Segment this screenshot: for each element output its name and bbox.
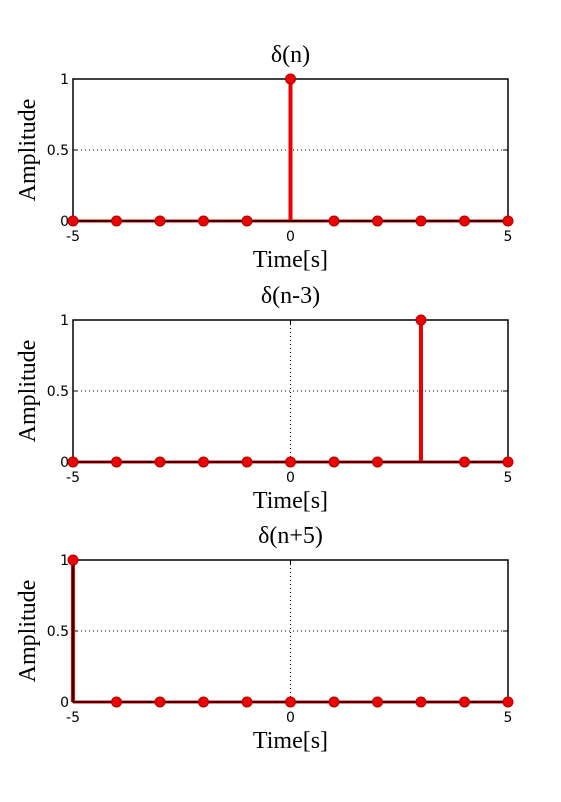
marker [198, 215, 209, 227]
marker [372, 215, 383, 227]
marker [502, 456, 514, 468]
marker [241, 456, 253, 468]
marker [415, 696, 427, 708]
y-tick-label: 1 [60, 72, 69, 88]
marker [328, 456, 340, 468]
x-tick-label: -5 [66, 470, 80, 486]
marker [459, 456, 470, 468]
y-tick-label: 0 [60, 455, 69, 471]
marker [111, 215, 122, 227]
x-axis-label: Time[s] [253, 728, 328, 754]
y-tick-label: 0 [60, 695, 69, 711]
marker [67, 215, 79, 227]
marker [415, 215, 427, 227]
marker [198, 696, 209, 708]
marker [67, 456, 79, 468]
y-axis-label: Amplitude [15, 580, 41, 683]
x-tick-label: -5 [66, 229, 80, 245]
y-tick-label: 0.5 [47, 624, 69, 640]
marker [502, 215, 514, 227]
marker [111, 696, 122, 708]
marker [328, 696, 340, 708]
marker [372, 696, 383, 708]
x-tick-label: 5 [504, 470, 513, 486]
title: δ(n) [271, 42, 310, 68]
marker [111, 456, 122, 468]
x-axis-label: Time[s] [253, 247, 328, 273]
x-tick-label: 0 [286, 229, 295, 245]
marker [67, 554, 79, 566]
marker [154, 696, 166, 708]
y-tick-label: 0 [60, 214, 69, 230]
x-tick-label: -5 [66, 710, 80, 726]
y-tick-label: 1 [60, 553, 69, 569]
marker [154, 215, 166, 227]
y-tick-label: 0.5 [47, 143, 69, 159]
marker [459, 696, 470, 708]
x-tick-label: 5 [504, 229, 513, 245]
marker [241, 696, 253, 708]
marker [502, 696, 514, 708]
x-axis-label: Time[s] [253, 488, 328, 514]
marker [415, 314, 427, 326]
marker [372, 456, 383, 468]
marker [285, 73, 296, 85]
x-tick-label: 5 [504, 710, 513, 726]
title: δ(n+5) [258, 523, 323, 549]
x-tick-label: 0 [286, 470, 295, 486]
title: δ(n-3) [261, 283, 320, 309]
x-tick-label: 0 [286, 710, 295, 726]
marker [241, 215, 253, 227]
y-axis-label: Amplitude [15, 340, 41, 443]
marker [328, 215, 340, 227]
y-tick-label: 0.5 [47, 384, 69, 400]
marker [459, 215, 470, 227]
y-axis-label: Amplitude [15, 99, 41, 202]
marker [154, 456, 166, 468]
y-tick-label: 1 [60, 313, 69, 329]
marker [285, 456, 296, 468]
marker [285, 696, 296, 708]
marker [198, 456, 209, 468]
